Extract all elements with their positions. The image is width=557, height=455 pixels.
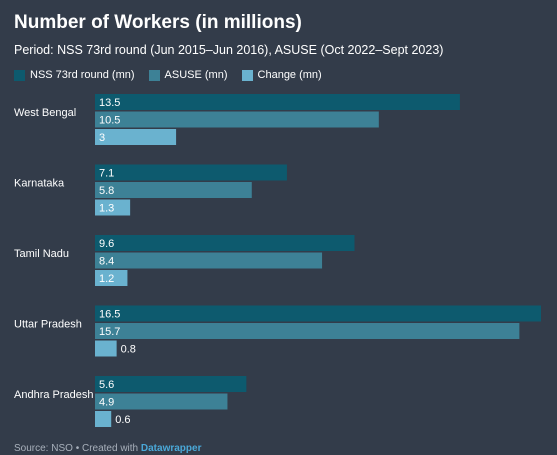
data-label-karnataka-series-2: 1.3 xyxy=(99,203,114,215)
data-label-karnataka-series-1: 5.8 xyxy=(99,185,114,197)
data-label-karnataka-series-0: 7.1 xyxy=(99,168,114,180)
source-note: Source: NSO • Created with Datawrapper xyxy=(14,443,201,454)
data-label-andhra-pradesh-series-2: 0.6 xyxy=(115,414,130,426)
source-text: Source: NSO • Created with xyxy=(14,443,141,454)
data-label-tamil-nadu-series-0: 9.6 xyxy=(99,238,114,250)
legend-item-nss: NSS 73rd round (mn) xyxy=(14,69,135,81)
chart-subtitle: Period: NSS 73rd round (Jun 2015–Jun 201… xyxy=(14,43,444,57)
category-label-west-bengal: West Bengal xyxy=(14,107,76,119)
bar-karnataka-series-1[interactable] xyxy=(95,182,252,198)
bar-uttar-pradesh-series-2[interactable] xyxy=(95,340,117,357)
legend-swatch-asuse xyxy=(148,69,160,81)
bar-andhra-pradesh-series-2[interactable] xyxy=(95,411,112,427)
data-label-uttar-pradesh-series-0: 16.5 xyxy=(99,309,120,321)
data-label-west-bengal-series-1: 10.5 xyxy=(99,115,120,127)
bar-karnataka-series-2[interactable] xyxy=(95,199,131,216)
category-label-tamil-nadu: Tamil Nadu xyxy=(14,248,69,260)
datawrapper-link[interactable]: Datawrapper xyxy=(140,443,202,454)
bar-andhra-pradesh-series-0[interactable] xyxy=(95,376,247,392)
bar-uttar-pradesh-series-1[interactable] xyxy=(95,323,520,339)
legend-label-asuse: ASUSE (mn) xyxy=(164,69,228,81)
data-label-tamil-nadu-series-1: 8.4 xyxy=(99,256,114,268)
bar-karnataka-series-0[interactable] xyxy=(95,164,287,181)
data-label-west-bengal-series-0: 13.5 xyxy=(99,97,120,109)
data-label-andhra-pradesh-series-0: 5.6 xyxy=(99,379,114,391)
data-label-tamil-nadu-series-2: 1.2 xyxy=(99,273,114,285)
legend-label-change: Change (mn) xyxy=(257,69,322,81)
data-label-uttar-pradesh-series-1: 15.7 xyxy=(99,326,120,338)
data-label-west-bengal-series-2: 3 xyxy=(99,132,105,144)
data-label-andhra-pradesh-series-1: 4.9 xyxy=(99,397,114,409)
category-label-uttar-pradesh: Uttar Pradesh xyxy=(14,319,82,331)
bar-tamil-nadu-series-2[interactable] xyxy=(95,270,128,286)
chart-legend: NSS 73rd round (mn) ASUSE (mn) Change (m… xyxy=(14,69,336,81)
legend-label-nss: NSS 73rd round (mn) xyxy=(30,69,135,81)
legend-swatch-change xyxy=(241,69,253,81)
bar-andhra-pradesh-series-1[interactable] xyxy=(95,393,228,410)
legend-item-asuse: ASUSE (mn) xyxy=(148,69,228,81)
bar-west-bengal-series-2[interactable] xyxy=(95,129,177,145)
bar-uttar-pradesh-series-0[interactable] xyxy=(95,305,541,322)
category-label-karnataka: Karnataka xyxy=(14,178,65,190)
legend-swatch-nss xyxy=(14,69,25,81)
category-label-andhra-pradesh: Andhra Pradesh xyxy=(14,389,94,401)
bar-west-bengal-series-1[interactable] xyxy=(95,111,379,128)
data-label-uttar-pradesh-series-2: 0.8 xyxy=(121,344,136,356)
chart-title: Number of Workers (in millions) xyxy=(14,12,302,33)
bar-tamil-nadu-series-1[interactable] xyxy=(95,252,323,269)
bar-west-bengal-series-0[interactable] xyxy=(95,94,460,110)
legend-item-change: Change (mn) xyxy=(241,69,322,81)
bar-tamil-nadu-series-0[interactable] xyxy=(95,235,355,251)
